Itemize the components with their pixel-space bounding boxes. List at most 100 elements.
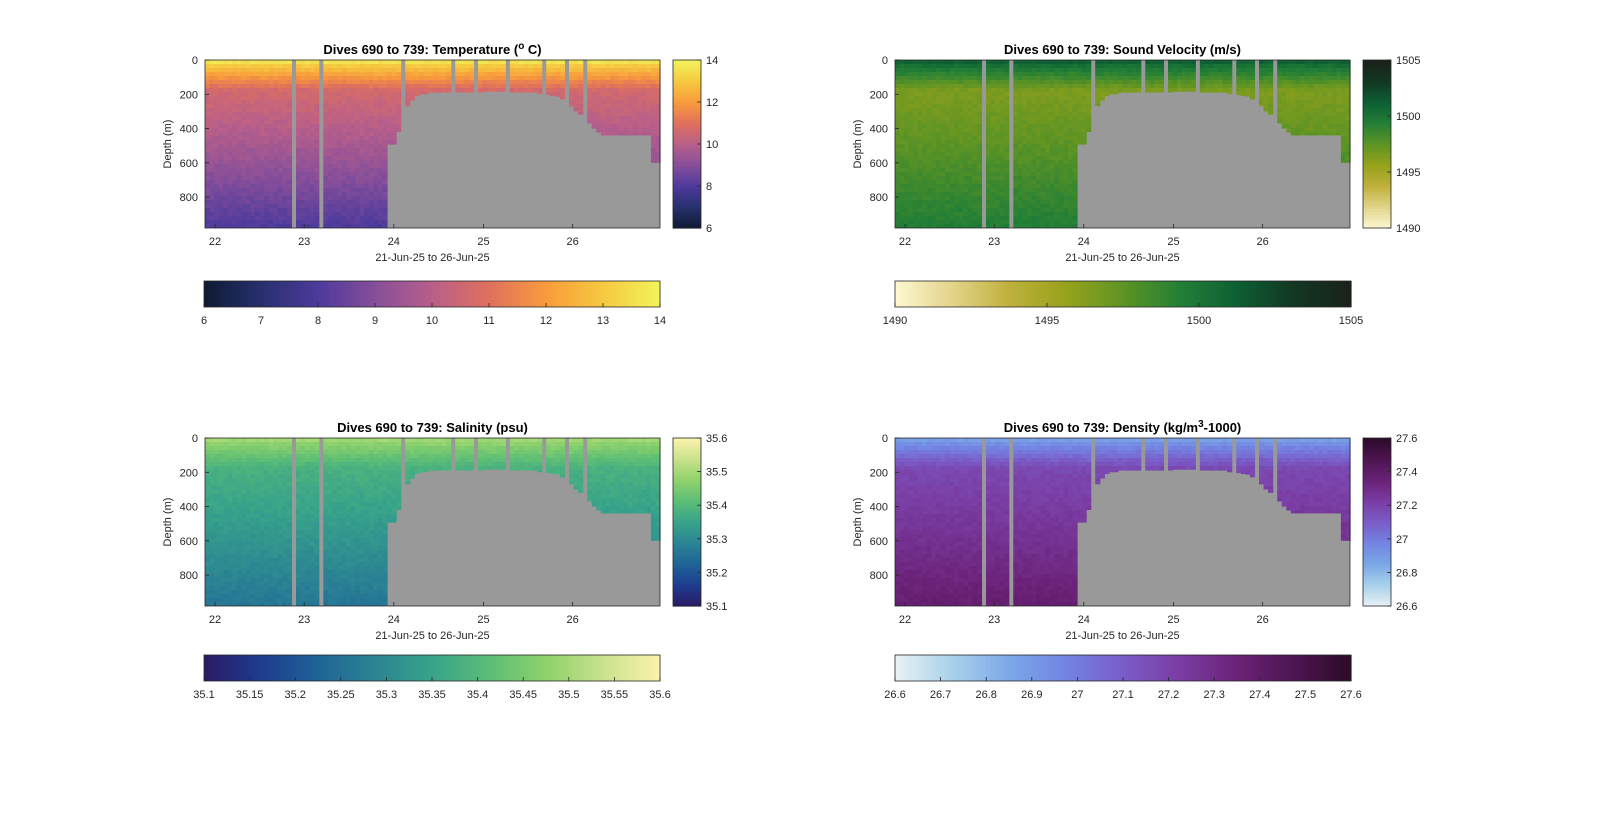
heatmap-cell (908, 96, 914, 101)
colorbar-swatch (673, 65, 701, 69)
heatmap-cell (1304, 84, 1310, 89)
heatmap-cell (641, 104, 647, 109)
heatmap-cell (227, 132, 233, 137)
heatmap-cell (364, 224, 370, 228)
heatmap-cell (1259, 60, 1265, 65)
heatmap-cell (336, 172, 343, 177)
heatmap-cell (232, 216, 238, 221)
heatmap-cell (904, 140, 910, 145)
heatmap-cell (1304, 104, 1310, 109)
heatmap-cell (1013, 72, 1019, 77)
heatmap-cell (628, 64, 634, 69)
heatmap-cell (414, 76, 420, 81)
heatmap-cell (1304, 76, 1310, 81)
heatmap-cell (1045, 140, 1051, 145)
heatmap-cell (250, 152, 256, 157)
heatmap-cell (1277, 116, 1283, 121)
heatmap-cell (641, 108, 647, 113)
heatmap-cell (895, 112, 901, 117)
heatmap-cell (227, 112, 233, 117)
heatmap-cell (967, 68, 973, 73)
heatmap-cell (655, 104, 661, 109)
heatmap-cell (1013, 92, 1019, 97)
heatmap-cell (255, 60, 261, 65)
heatmap-cell (1040, 116, 1046, 121)
heatmap-cell (945, 96, 951, 101)
heatmap-cell (259, 152, 265, 157)
heatmap-cell (368, 84, 374, 89)
heatmap-cell (277, 188, 283, 193)
heatmap-cell (637, 112, 643, 117)
horizontal-colorbar-swatch (1256, 281, 1261, 307)
heatmap-cell (359, 124, 365, 129)
heatmap-cell (1208, 76, 1215, 81)
colorbar-swatch (673, 130, 701, 134)
heatmap-cell (336, 188, 343, 193)
heatmap-cell (236, 116, 242, 121)
heatmap-cell (935, 88, 942, 93)
heatmap-cell (605, 104, 611, 109)
heatmap-cell (309, 92, 315, 97)
colorbar-swatch (673, 132, 701, 137)
heatmap-cell (382, 124, 388, 129)
heatmap-cell (976, 96, 983, 101)
heatmap-cell (282, 164, 288, 169)
horizontal-colorbar-swatch (356, 281, 361, 307)
heatmap-cell (926, 184, 932, 189)
heatmap-cell (999, 148, 1005, 153)
heatmap-cell (255, 72, 261, 77)
heatmap-cell (364, 100, 370, 105)
heatmap-cell (1222, 84, 1228, 89)
heatmap-cell (1131, 88, 1137, 93)
heatmap-cell (232, 124, 238, 129)
heatmap-cell (368, 208, 374, 213)
heatmap-cell (1058, 136, 1064, 141)
heatmap-cell (1099, 72, 1105, 77)
heatmap-cell (1022, 108, 1028, 113)
heatmap-cell (314, 208, 320, 213)
heatmap-cell (1077, 68, 1083, 73)
heatmap-cell (1013, 208, 1019, 213)
heatmap-cell (1172, 60, 1178, 65)
horizontal-colorbar-swatch (902, 281, 907, 307)
colorbar-swatch (673, 82, 701, 86)
heatmap-cell (1017, 208, 1023, 213)
heatmap-cell (305, 208, 311, 213)
heatmap-cell (277, 64, 283, 69)
heatmap-cell (908, 204, 914, 209)
heatmap-cell (641, 132, 647, 136)
heatmap-cell (305, 92, 311, 97)
heatmap-cell (1045, 152, 1051, 157)
heatmap-cell (958, 180, 964, 185)
heatmap-cell (569, 104, 575, 107)
heatmap-cell (1086, 124, 1092, 129)
heatmap-cell (232, 180, 238, 185)
heatmap-cell (609, 84, 616, 89)
horizontal-colorbar-swatch (462, 281, 467, 307)
heatmap-cell (300, 84, 306, 89)
heatmap-cell (986, 84, 992, 89)
heatmap-cell (1017, 104, 1023, 109)
heatmap-cell (1313, 132, 1319, 136)
heatmap-cell (1286, 100, 1292, 105)
heatmap-cell (241, 72, 247, 77)
heatmap-cell (917, 180, 923, 185)
heatmap-cell (1281, 84, 1287, 89)
heatmap-cell (573, 76, 579, 81)
heatmap-cell (1345, 136, 1351, 141)
heatmap-cell (236, 204, 242, 209)
horizontal-colorbar-swatch (553, 281, 558, 307)
heatmap-cell (1054, 148, 1060, 153)
heatmap-cell (396, 80, 402, 85)
heatmap-cell (1299, 104, 1306, 109)
heatmap-cell (1004, 120, 1010, 125)
horizontal-colorbar-swatch (428, 281, 433, 307)
heatmap-cell (641, 60, 647, 65)
heatmap-cell (373, 68, 379, 73)
heatmap-cell (382, 80, 388, 85)
horizontal-colorbar-swatch (986, 281, 991, 307)
colorbar-swatch (673, 183, 701, 187)
heatmap-cell (587, 80, 593, 85)
heatmap-cell (1013, 68, 1019, 73)
heatmap-cell (1036, 184, 1042, 189)
